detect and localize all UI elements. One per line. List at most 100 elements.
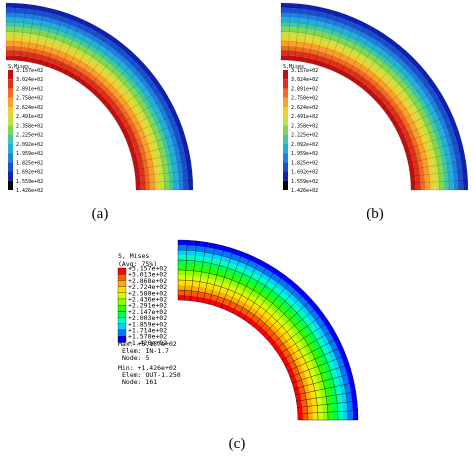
- mesh-line: [406, 141, 462, 157]
- mesh-line: [262, 292, 306, 336]
- legend-value: 2.491e+02: [291, 114, 318, 120]
- legend-value: +1.859e+02: [128, 320, 167, 328]
- legend-swatch: [283, 162, 288, 172]
- mesh-line: [287, 346, 343, 372]
- mesh-line: [267, 299, 312, 340]
- mesh-line: [386, 79, 433, 114]
- mesh-line: [111, 79, 158, 114]
- legend-swatch: [117, 274, 127, 281]
- legend-value: 1.692e+02: [16, 170, 43, 176]
- legend-swatch: [8, 97, 13, 107]
- mesh-line: [381, 72, 427, 109]
- mesh-line: [5, 59, 137, 191]
- mesh-line: [410, 180, 468, 184]
- mesh-line: [327, 15, 349, 69]
- mesh-line: [274, 314, 324, 350]
- mesh-line: [196, 242, 207, 302]
- legend-swatch: [8, 180, 13, 190]
- panel-label: (c): [229, 436, 246, 452]
- mesh-line: [118, 96, 169, 126]
- legend-swatch: [283, 79, 288, 89]
- legend-value: 3.024e+02: [291, 77, 318, 83]
- info-line: Node: 5: [122, 354, 149, 362]
- legend-swatch: [8, 70, 13, 80]
- mesh-line: [345, 27, 375, 78]
- legend-swatch: [8, 79, 13, 89]
- mesh-line: [284, 338, 339, 366]
- mesh-line: [131, 141, 187, 157]
- mesh-line: [280, 21, 450, 191]
- mesh-line: [377, 64, 421, 104]
- legend-value: 2.092e+02: [16, 142, 43, 148]
- mesh-line: [135, 170, 192, 177]
- legend-swatch: [283, 97, 288, 107]
- mesh-line: [307, 7, 321, 63]
- legend-value: 2.624e+02: [16, 105, 43, 111]
- mesh-line: [410, 170, 467, 177]
- info-line: Elem: IN-1.7: [122, 347, 169, 355]
- legend-swatch: [283, 180, 288, 190]
- mesh-line: [280, 31, 440, 191]
- mesh-line: [5, 40, 156, 191]
- info-line: Elem: OUT-1.250: [122, 371, 181, 379]
- legend-value: +1.570e+02: [128, 333, 167, 341]
- panel-label: (b): [366, 206, 384, 222]
- mesh-line: [280, 50, 421, 191]
- legend-value: +1.714e+02: [128, 327, 167, 335]
- legend-value: 3.157e+02: [16, 68, 43, 74]
- legend-value: 2.092e+02: [291, 142, 318, 148]
- legend-title: S, Mises: [118, 252, 149, 260]
- mesh-line: [64, 23, 92, 75]
- legend-swatch: [283, 143, 288, 154]
- mesh-line: [389, 87, 438, 120]
- mesh-line: [87, 44, 124, 90]
- legend-swatch: [117, 286, 127, 293]
- mesh-line: [129, 132, 184, 151]
- legend-swatch: [8, 134, 13, 144]
- legend-value: 1.559e+02: [291, 179, 318, 185]
- mesh-line: [253, 279, 292, 327]
- contour-plot: [280, 2, 469, 191]
- legend-swatch: [283, 106, 288, 117]
- mesh-line: [333, 19, 358, 72]
- mesh-line: [92, 50, 132, 94]
- mesh-line: [408, 150, 464, 164]
- mesh-line: [351, 33, 384, 82]
- legend-swatch: [283, 70, 288, 80]
- legend-swatch: [117, 323, 127, 331]
- mesh-line: [294, 4, 301, 61]
- mesh-line: [258, 286, 299, 331]
- mesh-line: [243, 268, 277, 320]
- legend-value: 2.758e+02: [291, 96, 318, 102]
- mesh-line: [76, 33, 109, 82]
- mesh-line: [58, 19, 83, 72]
- legend-swatch: [8, 116, 13, 126]
- mesh-line: [214, 248, 234, 306]
- info-line: Max: +3.157e+02: [118, 340, 177, 348]
- legend-value: +2.003e+02: [128, 314, 167, 322]
- mesh-line: [135, 180, 193, 184]
- legend-swatch: [8, 153, 13, 163]
- mesh-line: [393, 96, 444, 126]
- mesh-line: [396, 104, 448, 132]
- legend-swatch: [117, 305, 127, 312]
- mesh-line: [404, 132, 459, 151]
- mesh-line: [177, 299, 299, 421]
- mesh-line: [372, 57, 414, 99]
- legend-value: 1.426e+02: [16, 188, 43, 194]
- legend-swatch: [283, 153, 288, 163]
- info-line: Node: 161: [122, 378, 157, 386]
- mesh-line: [280, 12, 459, 191]
- legend-value: 1.426e+02: [291, 188, 318, 194]
- mesh-line: [184, 240, 188, 301]
- mesh-line: [5, 12, 184, 191]
- mesh-line: [97, 57, 139, 99]
- legend-swatch: [117, 317, 127, 324]
- legend-value: 1.825e+02: [16, 160, 43, 166]
- legend-swatch: [117, 292, 127, 300]
- mesh-line: [32, 7, 46, 63]
- legend-swatch: [8, 125, 13, 135]
- mesh-line: [102, 64, 146, 104]
- mesh-line: [70, 27, 100, 78]
- mesh-line: [5, 21, 175, 191]
